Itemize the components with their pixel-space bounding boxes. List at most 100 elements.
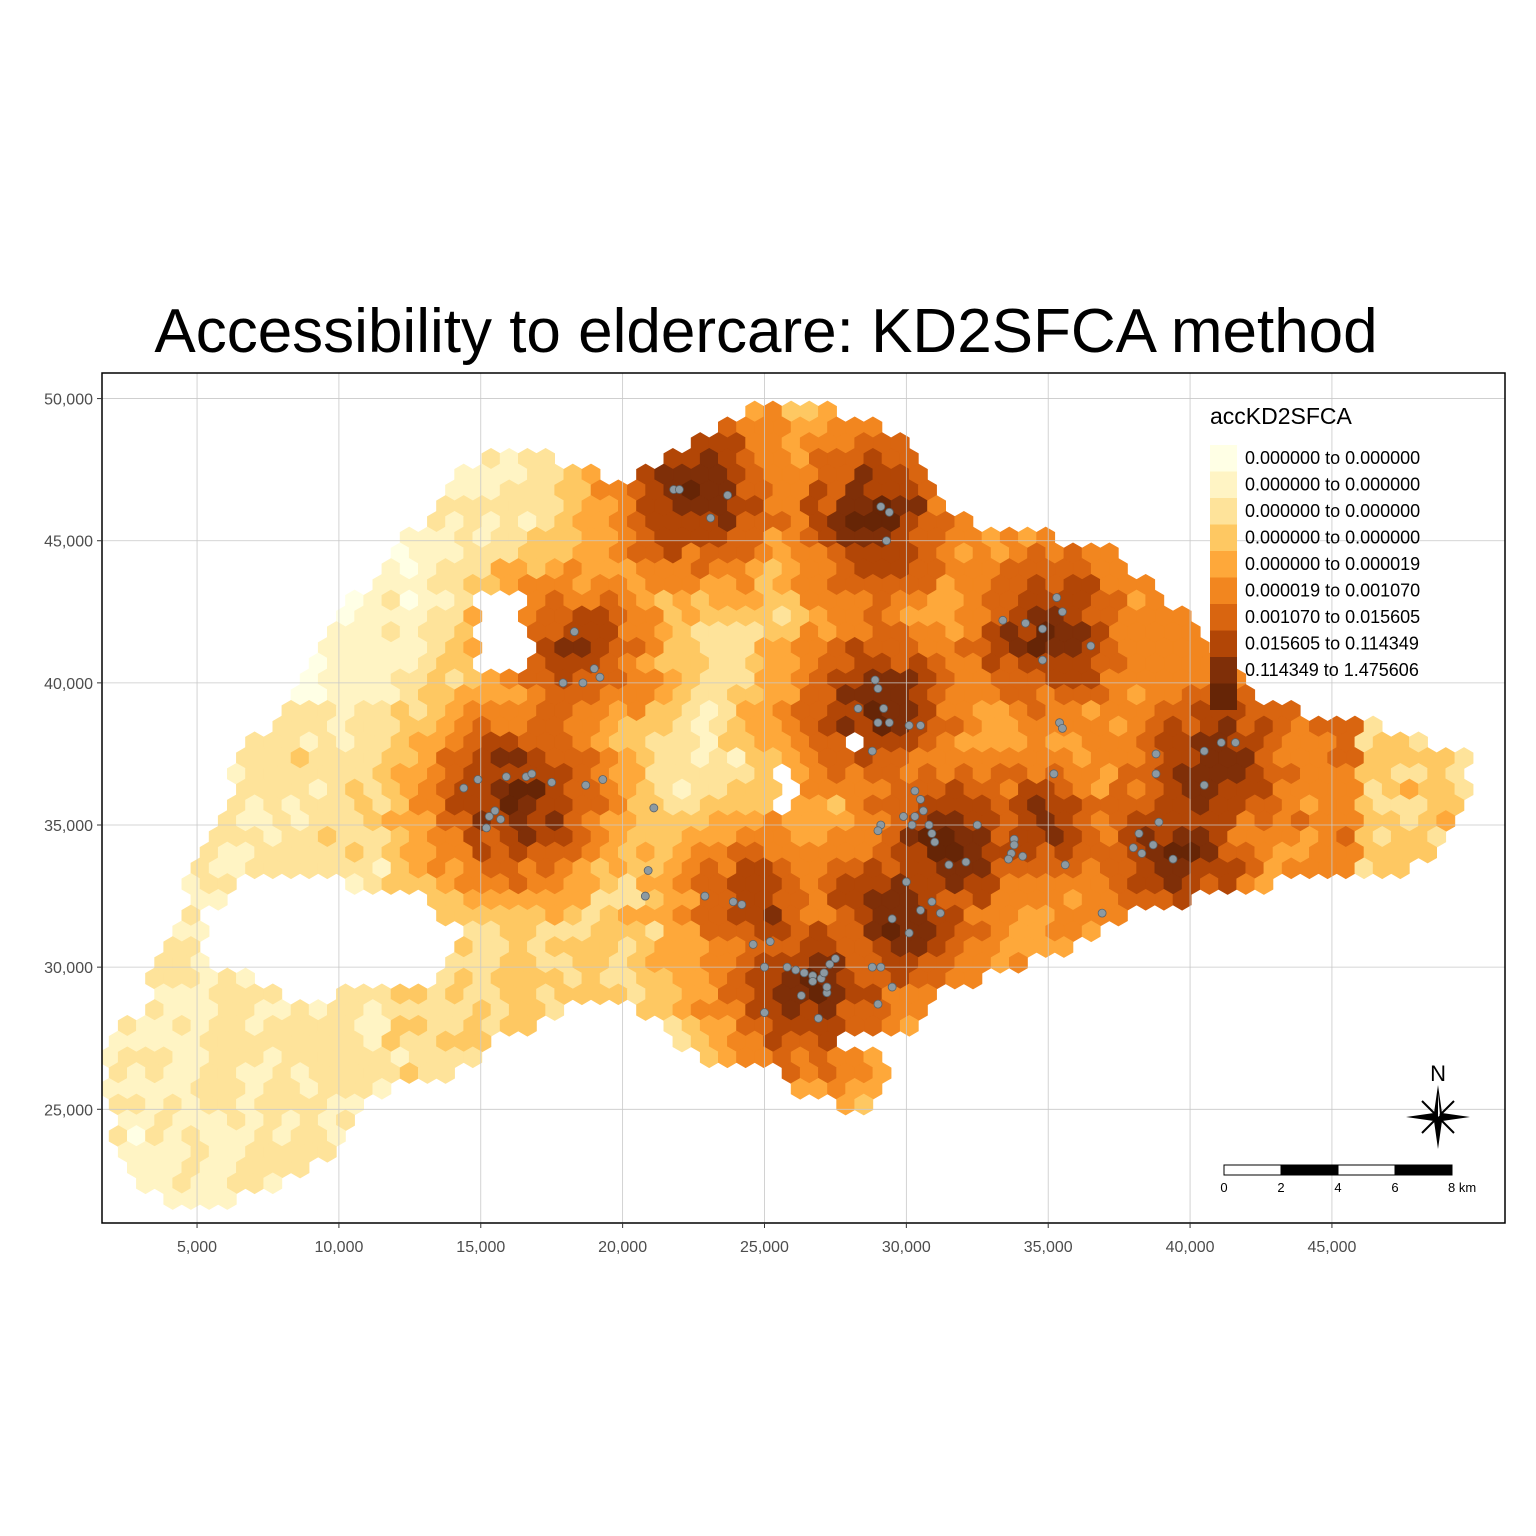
facility-point xyxy=(1018,851,1028,861)
facility-point xyxy=(760,1008,769,1018)
facility-point xyxy=(482,823,491,833)
y-axis: 25,000 30,000 35,000 40,000 45,000 50,000 xyxy=(44,392,102,1119)
y-tick-label: 50,000 xyxy=(44,392,93,409)
facility-point xyxy=(558,678,568,688)
facility-point xyxy=(796,991,806,1000)
facility-point xyxy=(547,777,557,787)
facility-point xyxy=(822,982,832,992)
legend-swatch xyxy=(1210,471,1237,498)
hexagon-cell xyxy=(317,1140,337,1163)
facility-point xyxy=(1009,840,1019,850)
facility-point xyxy=(578,678,588,688)
scale-bar: 0 2 4 6 8 km xyxy=(1220,1164,1476,1195)
eldercare-facility-points xyxy=(459,485,1240,1023)
legend-label: 0.000000 to 0.000019 xyxy=(1245,554,1420,574)
hexagon-cell xyxy=(1009,951,1028,974)
y-tick-label: 40,000 xyxy=(44,676,93,693)
facility-point xyxy=(882,536,891,546)
x-tick-label: 20,000 xyxy=(598,1239,647,1256)
facility-point xyxy=(887,982,897,992)
legend-swatch xyxy=(1210,551,1237,578)
facility-point xyxy=(873,826,883,836)
legend-label: 0.000000 to 0.000000 xyxy=(1245,475,1420,495)
facility-point xyxy=(899,812,908,821)
facility-point xyxy=(873,684,883,693)
scale-label-8km: 8 km xyxy=(1448,1180,1476,1195)
facility-point xyxy=(819,968,829,978)
facility-point xyxy=(496,814,506,824)
facility-point xyxy=(910,786,920,796)
north-arrow: N xyxy=(1406,1061,1470,1149)
graticule-lines xyxy=(102,373,1505,1223)
y-tick-label: 35,000 xyxy=(44,818,93,835)
legend-label: 0.015605 to 0.114349 xyxy=(1245,634,1419,654)
facility-point xyxy=(1199,780,1209,790)
facility-point xyxy=(748,940,758,949)
facility-point xyxy=(737,900,747,910)
legend: accKD2SFCA 0.000000 to 0.0000000.000000 … xyxy=(1210,403,1420,710)
facility-point xyxy=(924,820,934,830)
facility-point xyxy=(916,905,925,915)
facility-point xyxy=(904,721,914,730)
facility-point xyxy=(916,721,925,730)
legend-swatch xyxy=(1210,630,1237,657)
facility-point xyxy=(1216,738,1226,747)
facility-point xyxy=(1086,641,1096,651)
x-tick-label: 25,000 xyxy=(740,1239,789,1256)
legend-label: 0.000000 to 0.000000 xyxy=(1245,501,1420,521)
facility-point xyxy=(1004,854,1013,864)
facility-point xyxy=(935,908,945,918)
facility-point xyxy=(1128,843,1138,853)
scale-label-2: 2 xyxy=(1277,1180,1284,1195)
legend-swatch xyxy=(1210,524,1237,551)
facility-point xyxy=(649,803,659,813)
facility-point xyxy=(1134,829,1144,838)
hexagon-cell xyxy=(1390,857,1410,880)
hexagon-cell xyxy=(1109,904,1128,927)
x-tick-label: 40,000 xyxy=(1166,1239,1215,1256)
facility-point xyxy=(674,485,684,494)
facility-point xyxy=(1057,723,1067,733)
legend-label: 0.000000 to 0.000000 xyxy=(1245,528,1420,548)
facility-point xyxy=(867,962,877,972)
facility-point xyxy=(907,820,917,830)
x-tick-label: 5,000 xyxy=(177,1239,217,1256)
legend-label: 0.000000 to 0.000000 xyxy=(1245,448,1420,468)
facility-point xyxy=(910,812,920,821)
facility-point xyxy=(831,954,840,964)
facility-point xyxy=(640,891,650,901)
legend-swatch xyxy=(1210,657,1237,684)
x-tick-label: 30,000 xyxy=(882,1239,931,1256)
legend-swatch xyxy=(1210,683,1237,710)
facility-point xyxy=(595,672,605,682)
facility-point xyxy=(581,780,591,790)
scale-label-4: 4 xyxy=(1334,1180,1341,1195)
facility-point xyxy=(782,962,792,972)
facility-point xyxy=(930,837,940,847)
facility-point xyxy=(484,812,494,821)
facility-point xyxy=(904,928,914,938)
facility-point xyxy=(799,968,809,978)
facility-point xyxy=(760,962,769,972)
facility-point xyxy=(825,959,835,969)
hexagon-cell xyxy=(1081,920,1101,943)
facility-point xyxy=(1038,624,1047,634)
hexagon-cell xyxy=(208,888,228,911)
legend-label: 0.000019 to 0.001070 xyxy=(1245,581,1420,601)
hexagon-cell xyxy=(436,1062,455,1084)
facility-point xyxy=(1199,746,1209,756)
facility-point xyxy=(873,718,883,728)
facility-point xyxy=(887,914,897,924)
facility-point xyxy=(1168,854,1178,864)
legend-swatch xyxy=(1210,498,1237,525)
facility-point xyxy=(853,704,863,713)
facility-point xyxy=(1154,817,1164,827)
facility-point xyxy=(643,866,653,875)
x-axis: 5,000 10,000 15,000 20,000 25,000 30,000 35,00… xyxy=(177,1223,1357,1256)
facility-point xyxy=(884,507,894,517)
legend-swatch xyxy=(1210,445,1237,472)
x-tick-label: 10,000 xyxy=(314,1239,363,1256)
legend-label: 0.001070 to 0.015605 xyxy=(1245,607,1420,627)
hexagon-cell xyxy=(372,1077,392,1100)
y-tick-label: 25,000 xyxy=(44,1102,93,1119)
